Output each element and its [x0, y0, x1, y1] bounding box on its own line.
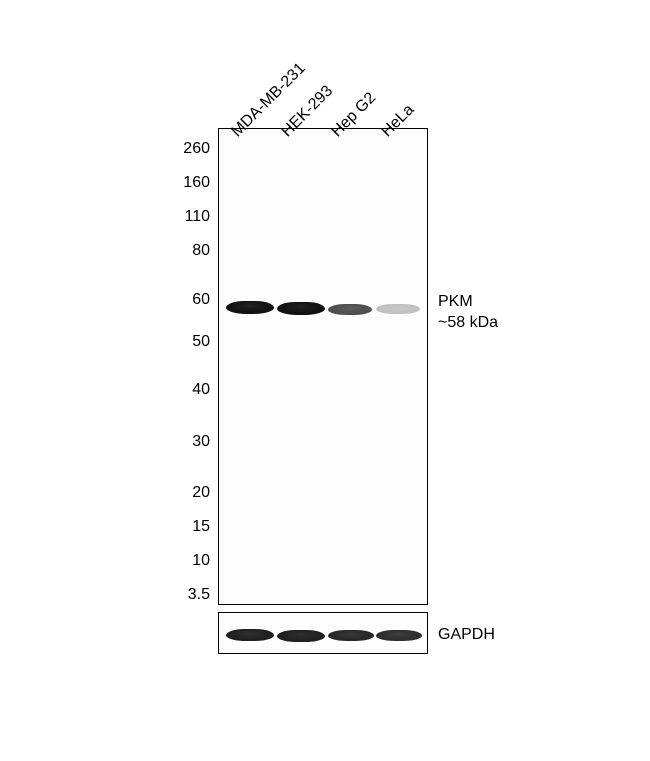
loading-band: [226, 629, 274, 641]
loading-band: [277, 630, 325, 642]
mw-marker: 20: [170, 484, 210, 502]
mw-marker: 10: [170, 552, 210, 570]
western-blot-figure: 26016011080605040302015103.5MDA-MB-231HE…: [0, 0, 650, 761]
target-band: [277, 302, 325, 315]
loading-band: [376, 630, 422, 641]
target-band: [226, 301, 274, 314]
target-band: [328, 304, 372, 315]
mw-marker: 15: [170, 518, 210, 536]
mw-marker: 160: [170, 174, 210, 192]
main-blot-membrane: [218, 128, 428, 605]
mw-marker: 30: [170, 433, 210, 451]
target-mw: ~58 kDa: [438, 313, 498, 334]
loading-control-label: GAPDH: [438, 626, 495, 644]
mw-marker: 50: [170, 333, 210, 351]
target-band: [376, 304, 420, 314]
target-name: PKM: [438, 292, 498, 313]
mw-marker: 110: [170, 208, 210, 226]
mw-marker: 40: [170, 381, 210, 399]
mw-marker: 260: [170, 140, 210, 158]
loading-band: [328, 630, 374, 641]
mw-marker: 3.5: [170, 586, 210, 604]
mw-marker: 60: [170, 291, 210, 309]
mw-marker: 80: [170, 242, 210, 260]
target-label: PKM~58 kDa: [438, 292, 498, 334]
